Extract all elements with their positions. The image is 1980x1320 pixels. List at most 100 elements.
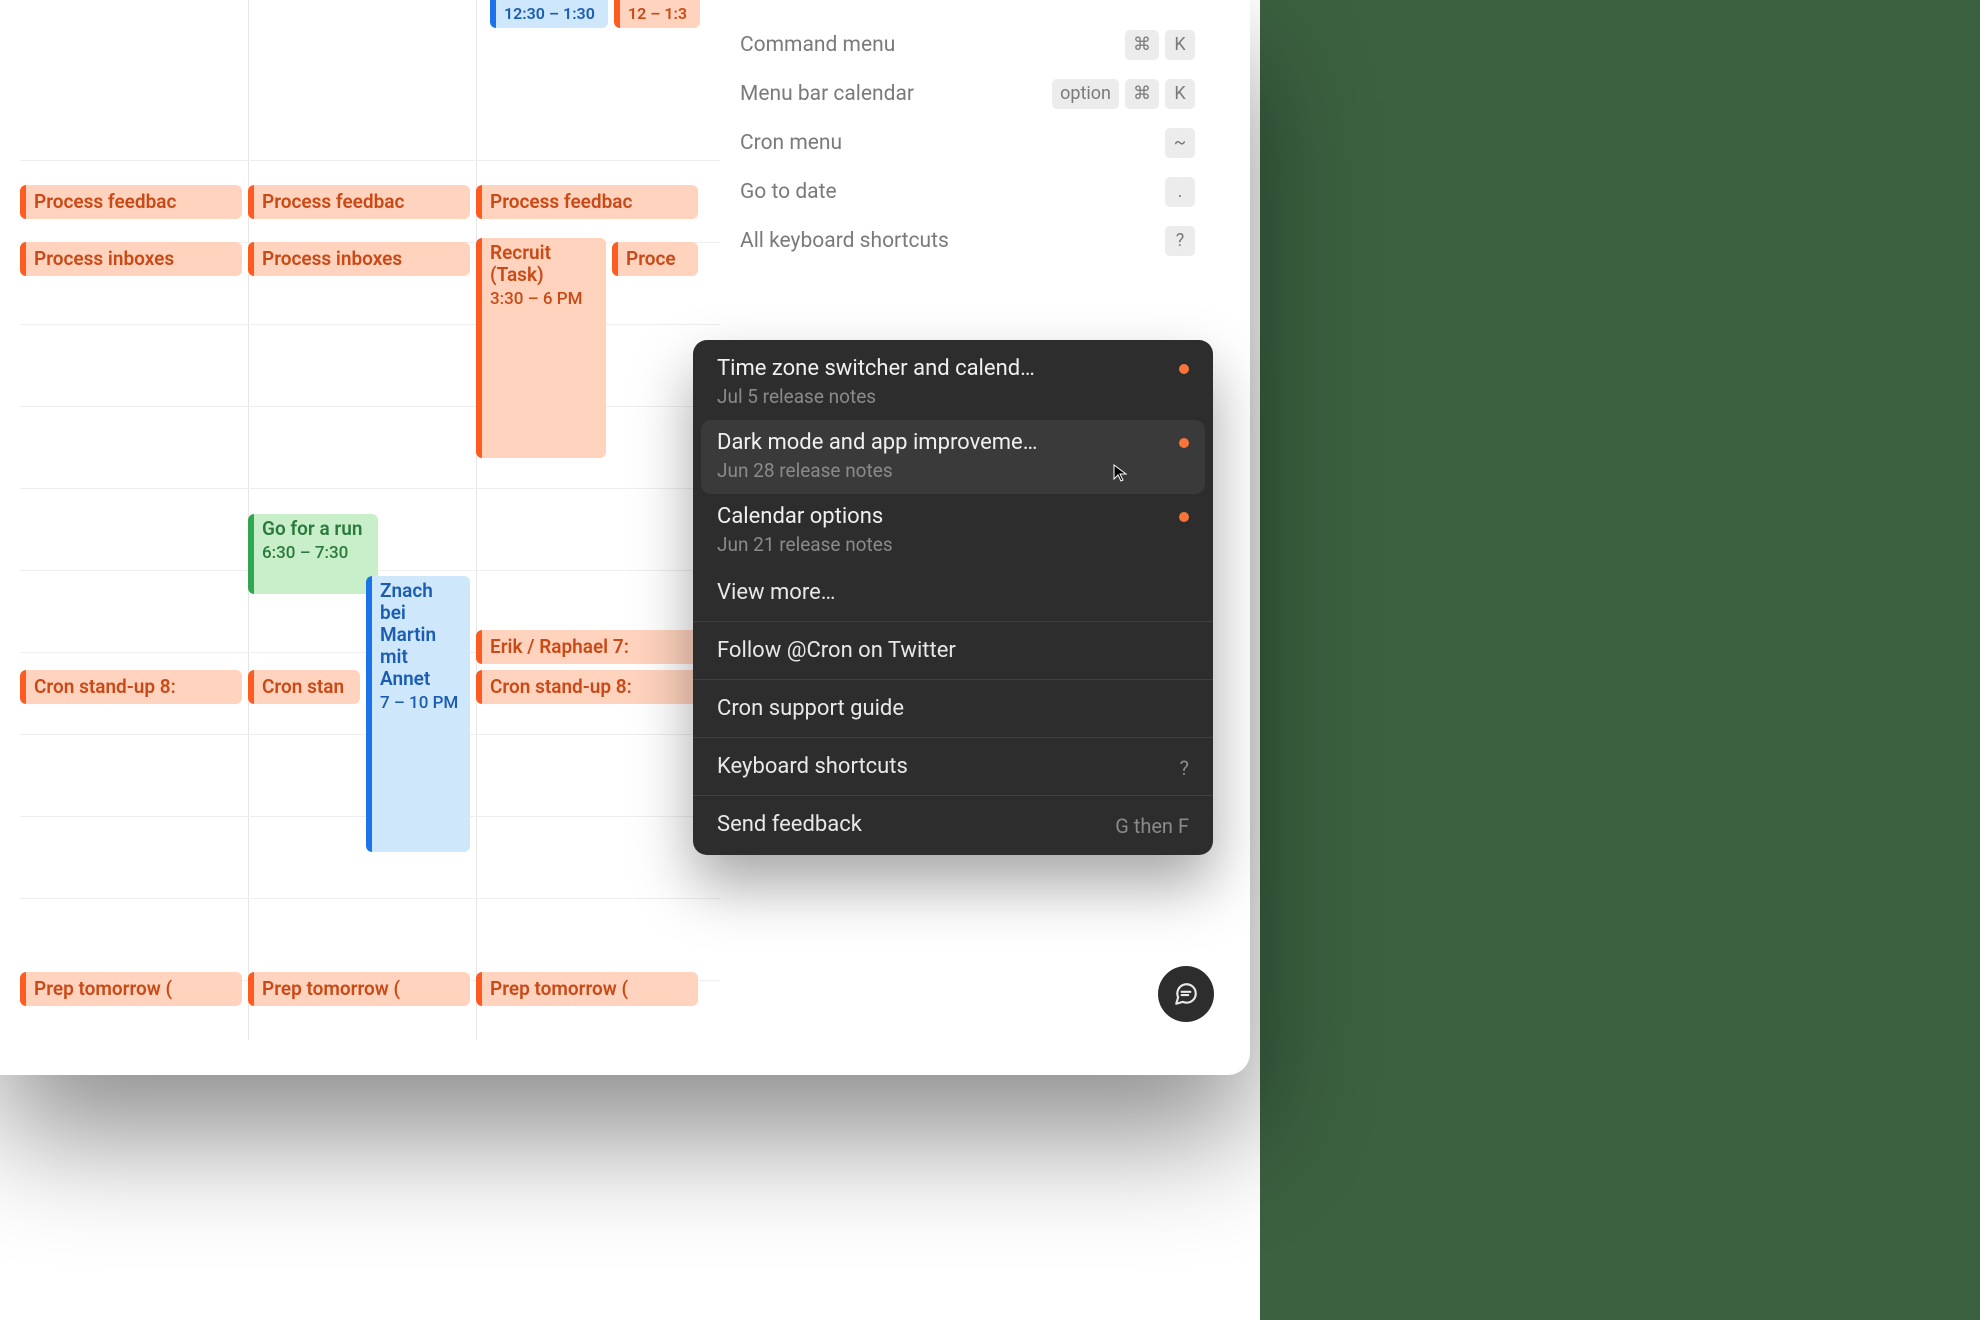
calendar-event[interactable]: Go for a run6:30 – 7:30	[248, 514, 378, 594]
event-stripe	[366, 576, 372, 852]
release-subtitle: Jul 5 release notes	[717, 385, 1189, 408]
calendar-event[interactable]: Process feedbac	[248, 185, 470, 219]
event-time: 7 – 10 PM	[380, 692, 460, 714]
settings-label: Cron menu	[740, 131, 842, 155]
calendar-event[interactable]: Process feedbac	[476, 185, 698, 219]
settings-row[interactable]: All keyboard shortcuts?	[740, 216, 1195, 265]
event-title: Erik / Raphael 7:	[490, 635, 629, 658]
unread-dot-icon	[1179, 438, 1189, 448]
calendar-event[interactable]: Prep tomorrow (	[248, 972, 470, 1006]
calendar-event[interactable]: Recruit (Task)3:30 – 6 PM	[476, 238, 606, 458]
keycap: ?	[1165, 226, 1195, 256]
calendar-event[interactable]: Process inboxes	[248, 242, 470, 276]
keycap: ⌘	[1125, 79, 1159, 109]
calendar-column	[476, 0, 704, 1040]
event-stripe	[612, 242, 618, 276]
event-title: Prep tomorrow (	[490, 977, 628, 1000]
event-stripe	[476, 238, 482, 458]
key-group: ~	[1165, 128, 1195, 158]
event-title: 12:30 – 1:30	[504, 4, 595, 23]
event-time: 3:30 – 6 PM	[490, 288, 596, 310]
event-stripe	[20, 185, 26, 219]
hour-line	[20, 324, 720, 325]
event-title: Process feedbac	[490, 190, 632, 213]
popup-divider	[693, 795, 1213, 796]
release-note-item[interactable]: Calendar options Jun 21 release notes	[693, 494, 1213, 568]
release-title: Calendar options	[717, 504, 1137, 529]
calendar-event[interactable]: Erik / Raphael 7:	[476, 630, 698, 664]
popup-menu-item[interactable]: Keyboard shortcuts?	[693, 742, 1213, 791]
release-subtitle: Jun 21 release notes	[717, 533, 1189, 556]
settings-row[interactable]: Go to date.	[740, 167, 1195, 216]
keycap: .	[1165, 177, 1195, 207]
release-note-item[interactable]: Time zone switcher and calend… Jul 5 rele…	[693, 346, 1213, 420]
event-title: Process feedbac	[262, 190, 404, 213]
settings-row[interactable]: Cron menu ~	[740, 118, 1195, 167]
release-title: Dark mode and app improveme…	[717, 430, 1137, 455]
popup-divider	[693, 679, 1213, 680]
event-title: Recruit (Task)	[490, 241, 551, 286]
event-title: Go for a run	[262, 517, 362, 540]
event-stripe	[248, 514, 254, 594]
calendar-event[interactable]: Process feedbac	[20, 185, 242, 219]
event-stripe	[476, 185, 482, 219]
key-group: ⌘K	[1125, 30, 1195, 60]
event-stripe	[248, 972, 254, 1006]
event-stripe	[476, 670, 482, 704]
calendar-event[interactable]: Prep tomorrow (	[476, 972, 698, 1006]
keycap: K	[1165, 30, 1195, 60]
event-title: 12 – 1:3	[628, 4, 687, 23]
event-stripe	[248, 242, 254, 276]
calendar-event[interactable]: Proce	[612, 242, 698, 276]
popup-menu-item[interactable]: Cron support guide	[693, 684, 1213, 733]
event-stripe	[20, 670, 26, 704]
calendar-event[interactable]: 12:30 – 1:30	[490, 0, 608, 28]
settings-label: Command menu	[740, 33, 895, 57]
event-title: Prep tomorrow (	[34, 977, 172, 1000]
release-subtitle: Jun 28 release notes	[717, 459, 1189, 482]
event-stripe	[20, 242, 26, 276]
event-title: Process inboxes	[262, 247, 402, 270]
popup-menu-item[interactable]: Follow @Cron on Twitter	[693, 626, 1213, 675]
settings-list: Command menu⌘KMenu bar calendaroption⌘KC…	[740, 20, 1195, 265]
event-title: Prep tomorrow (	[262, 977, 400, 1000]
popup-menu-item[interactable]: Send feedbackG then F	[693, 800, 1213, 849]
calendar-event[interactable]: Cron stand-up 8:	[476, 670, 698, 704]
popup-divider	[693, 621, 1213, 622]
calendar-event[interactable]: Znach bei Martin mit Annet7 – 10 PM	[366, 576, 470, 852]
event-stripe	[248, 185, 254, 219]
calendar-grid: 12:30 – 1:30 12 – 1:3 Process feedbac Proce…	[0, 0, 720, 1040]
help-popup: Time zone switcher and calend… Jul 5 rele…	[693, 340, 1213, 855]
calendar-event[interactable]: Cron stan	[248, 670, 360, 704]
keycap: K	[1165, 79, 1195, 109]
release-note-item[interactable]: Dark mode and app improveme… Jun 28 relea…	[701, 420, 1205, 494]
event-title: Cron stan	[262, 675, 344, 698]
popup-item-label: Follow @Cron on Twitter	[717, 638, 956, 663]
calendar-event[interactable]: Prep tomorrow (	[20, 972, 242, 1006]
calendar-event[interactable]: 12 – 1:3	[614, 0, 700, 28]
settings-row[interactable]: Command menu ⌘K	[740, 20, 1195, 69]
chat-button[interactable]	[1158, 966, 1214, 1022]
unread-dot-icon	[1179, 364, 1189, 374]
event-stripe	[248, 670, 254, 704]
event-title: Cron stand-up 8:	[34, 675, 176, 698]
settings-label: All keyboard shortcuts	[740, 229, 949, 253]
popup-item-label: Cron support guide	[717, 696, 904, 721]
popup-key-hint: ?	[1180, 756, 1189, 780]
key-group: option⌘K	[1052, 79, 1195, 109]
release-title: Time zone switcher and calend…	[717, 356, 1137, 381]
settings-row[interactable]: Menu bar calendaroption⌘K	[740, 69, 1195, 118]
popup-divider	[693, 737, 1213, 738]
calendar-event[interactable]: Process inboxes	[20, 242, 242, 276]
settings-label: Go to date	[740, 180, 837, 204]
event-title: Process inboxes	[34, 247, 174, 270]
event-title: Process feedbac	[34, 190, 176, 213]
event-stripe	[476, 972, 482, 1006]
view-more-item[interactable]: View more…	[693, 568, 1213, 617]
event-stripe	[476, 630, 482, 664]
hour-line	[20, 160, 720, 161]
popup-key-hint: G then F	[1115, 814, 1189, 838]
calendar-column	[20, 0, 248, 1040]
green-backdrop	[1260, 0, 1980, 1320]
calendar-event[interactable]: Cron stand-up 8:	[20, 670, 242, 704]
